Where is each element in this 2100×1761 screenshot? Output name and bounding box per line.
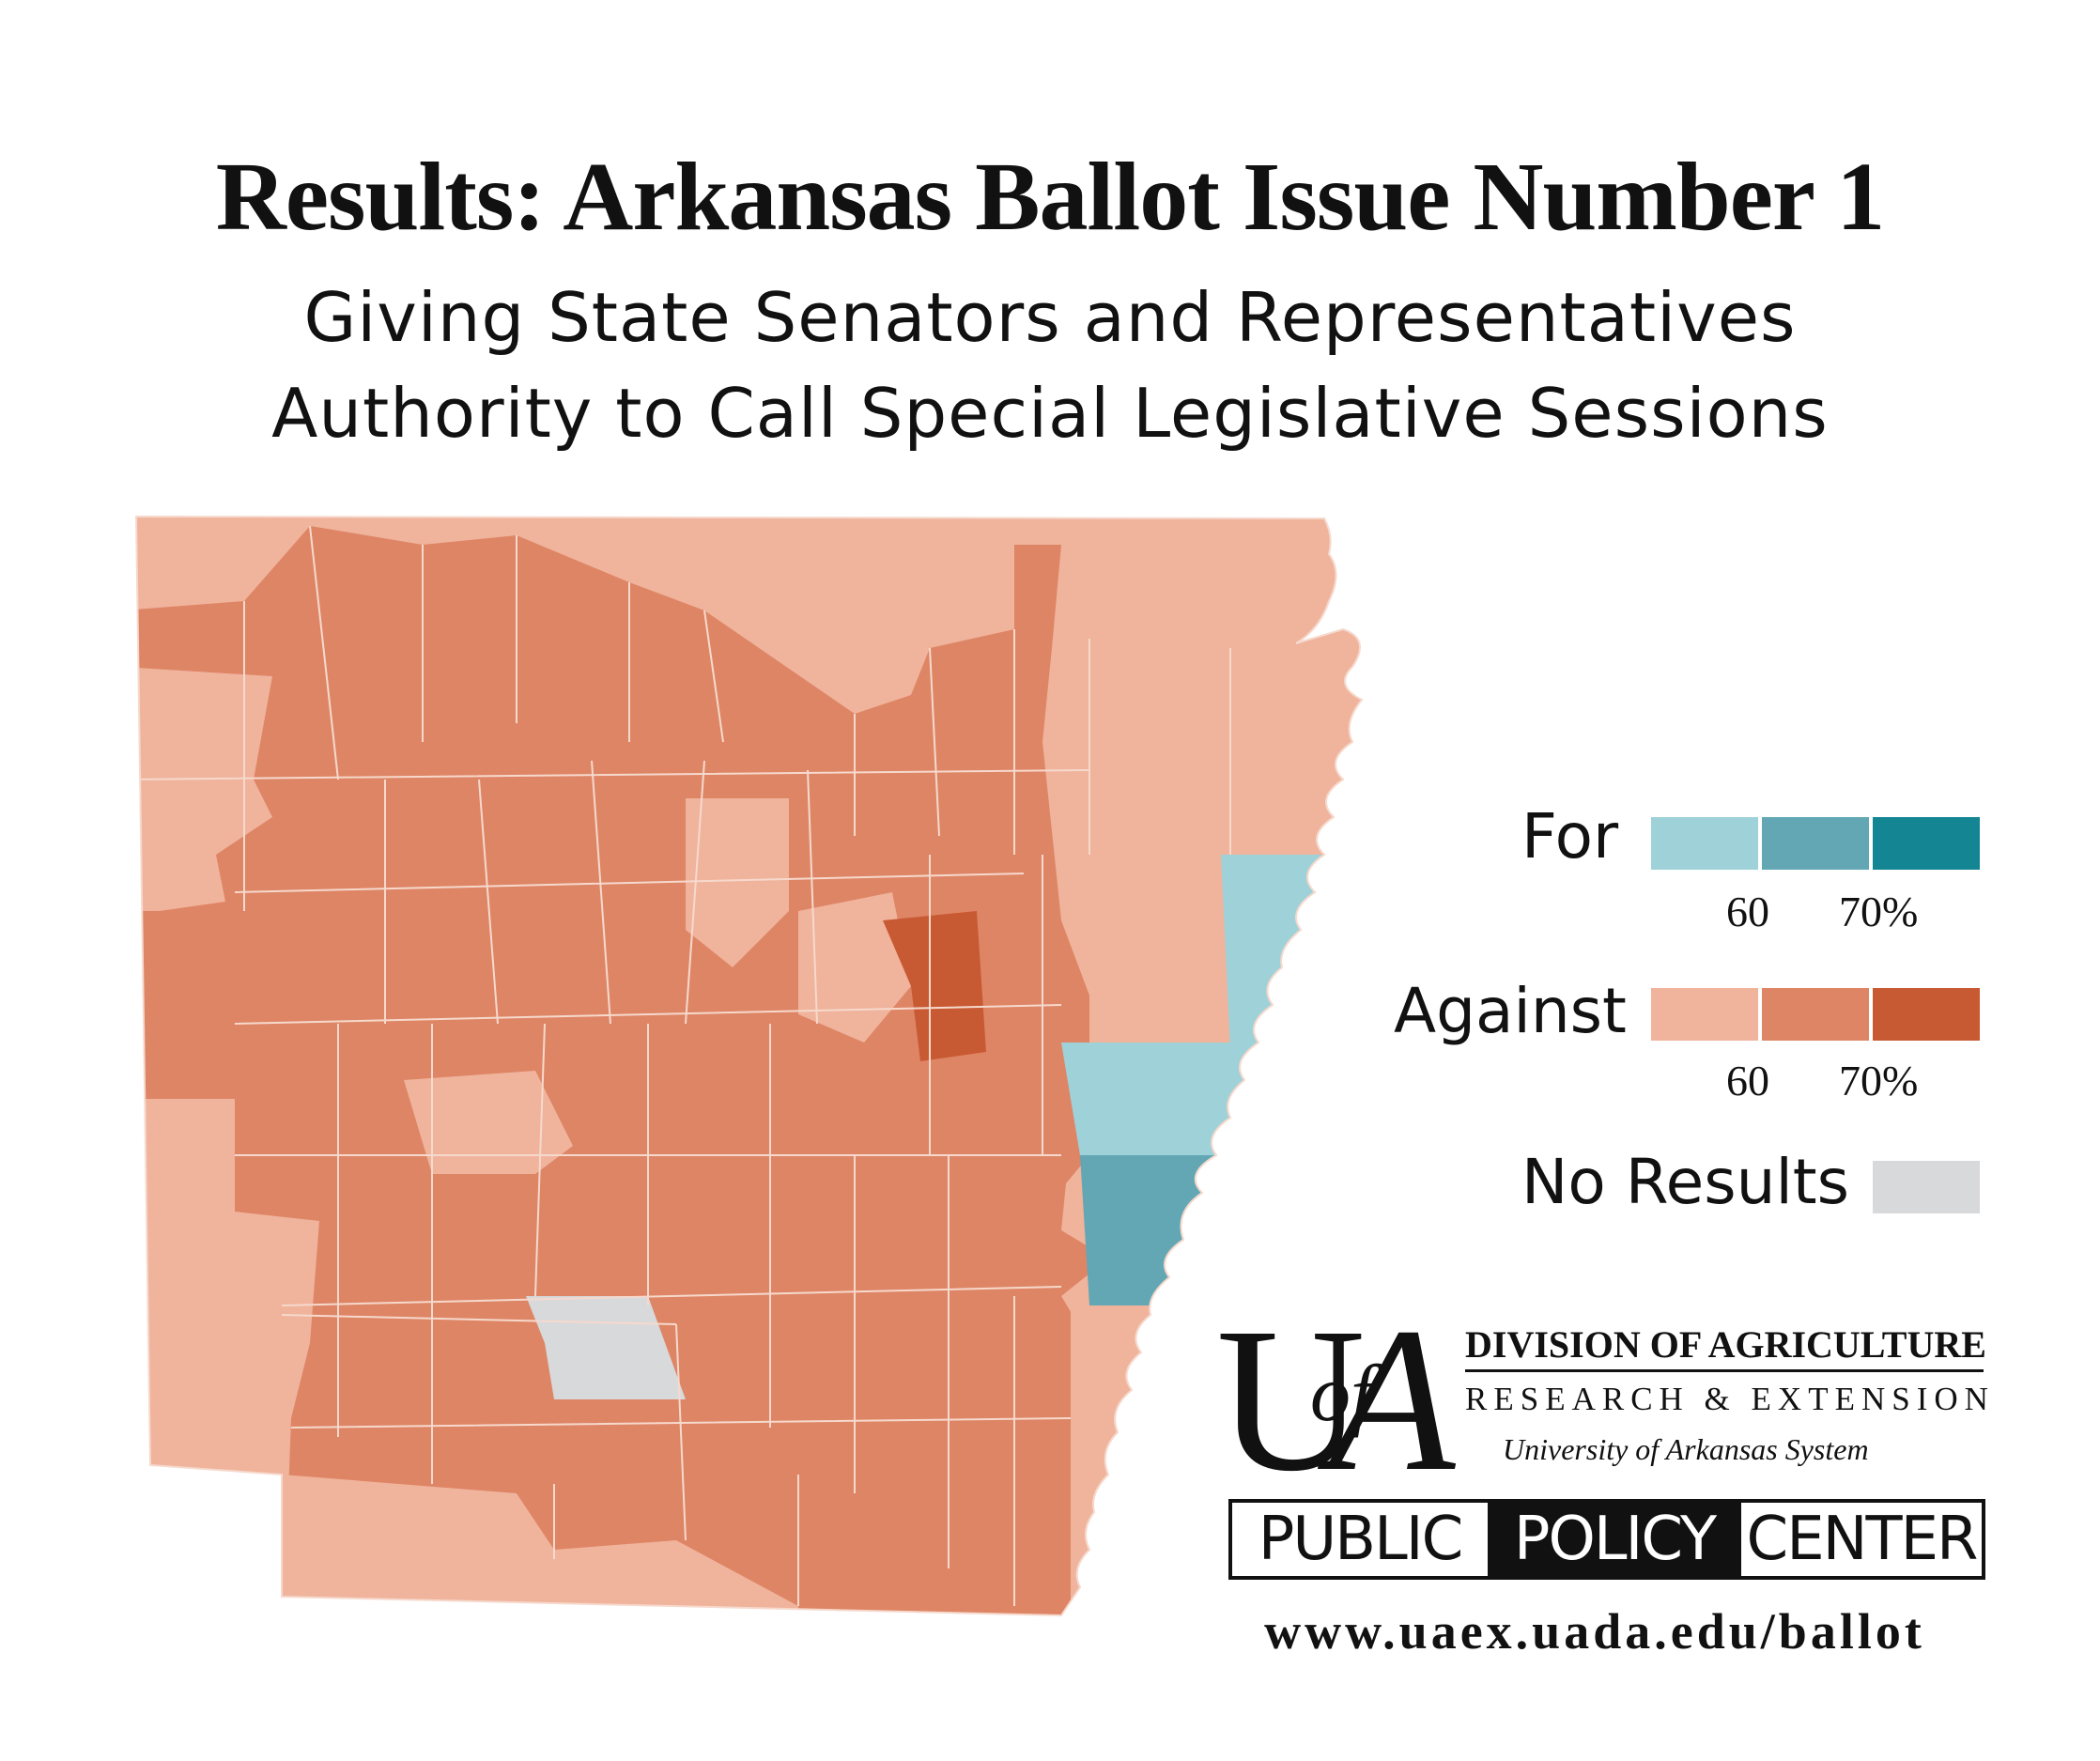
logo-letters-of: of bbox=[1310, 1348, 1373, 1438]
logo-letter-a: A bbox=[1329, 1285, 1456, 1514]
legend-against-tick-70: 70% bbox=[1839, 1057, 1919, 1104]
ppc-public: PUBLIC bbox=[1258, 1505, 1464, 1574]
region-faulkner bbox=[686, 798, 789, 967]
region-ne-strip bbox=[1089, 855, 1230, 1024]
region-south-border bbox=[282, 1475, 798, 1615]
legend-for-swatch-low bbox=[1651, 817, 1758, 870]
public-policy-center-logo: PUBLIC POLICY CENTER bbox=[1228, 1499, 1985, 1580]
region-white bbox=[883, 911, 986, 1061]
legend-no-results-swatch bbox=[1873, 1161, 1980, 1213]
logo-divider bbox=[1465, 1369, 1984, 1372]
region-st-francis bbox=[1061, 1043, 1258, 1155]
logo-letter-u: U bbox=[1216, 1285, 1366, 1514]
region-nw-outer bbox=[136, 667, 272, 911]
map-subtitle-line2: Authority to Call Special Legislative Se… bbox=[271, 374, 1829, 453]
state-outline bbox=[134, 515, 1364, 1617]
legend-no-results-label: No Results bbox=[1521, 1146, 1850, 1218]
legend-against-swatch-mid bbox=[1762, 988, 1869, 1041]
ppc-center: CENTER bbox=[1746, 1505, 1979, 1574]
legend-for-label: For bbox=[1521, 800, 1619, 873]
legend-for-tick-70: 70% bbox=[1839, 888, 1919, 935]
legend-for-swatch-mid bbox=[1762, 817, 1869, 870]
legend-against-swatch-high bbox=[1873, 988, 1980, 1041]
research-extension: RESEARCH & EXTENSION bbox=[1465, 1381, 1995, 1417]
legend-against-swatch-low bbox=[1651, 988, 1758, 1041]
division-of-agriculture: DIVISION OF AGRICULTURE bbox=[1465, 1323, 1986, 1366]
university-system: University of Arkansas System bbox=[1503, 1432, 1869, 1466]
region-north-tier bbox=[136, 517, 1080, 714]
region-lonoke bbox=[798, 892, 911, 1043]
legend-for-swatch-high bbox=[1873, 817, 1980, 870]
legend-for-tick-60: 60 bbox=[1726, 888, 1769, 935]
map-subtitle-line1: Giving State Senators and Representative… bbox=[303, 278, 1797, 357]
map-title: Results: Arkansas Ballot Issue Number 1 bbox=[215, 143, 1885, 251]
arkansas-county-map bbox=[134, 515, 1364, 1617]
region-central-light bbox=[404, 1071, 573, 1174]
legend-against-tick-60: 60 bbox=[1726, 1057, 1769, 1104]
website-url[interactable]: www.uaex.uada.edu/ballot bbox=[1264, 1603, 1925, 1660]
legend-against-label: Against bbox=[1394, 975, 1627, 1047]
ppc-policy: POLICY bbox=[1488, 1503, 1741, 1576]
